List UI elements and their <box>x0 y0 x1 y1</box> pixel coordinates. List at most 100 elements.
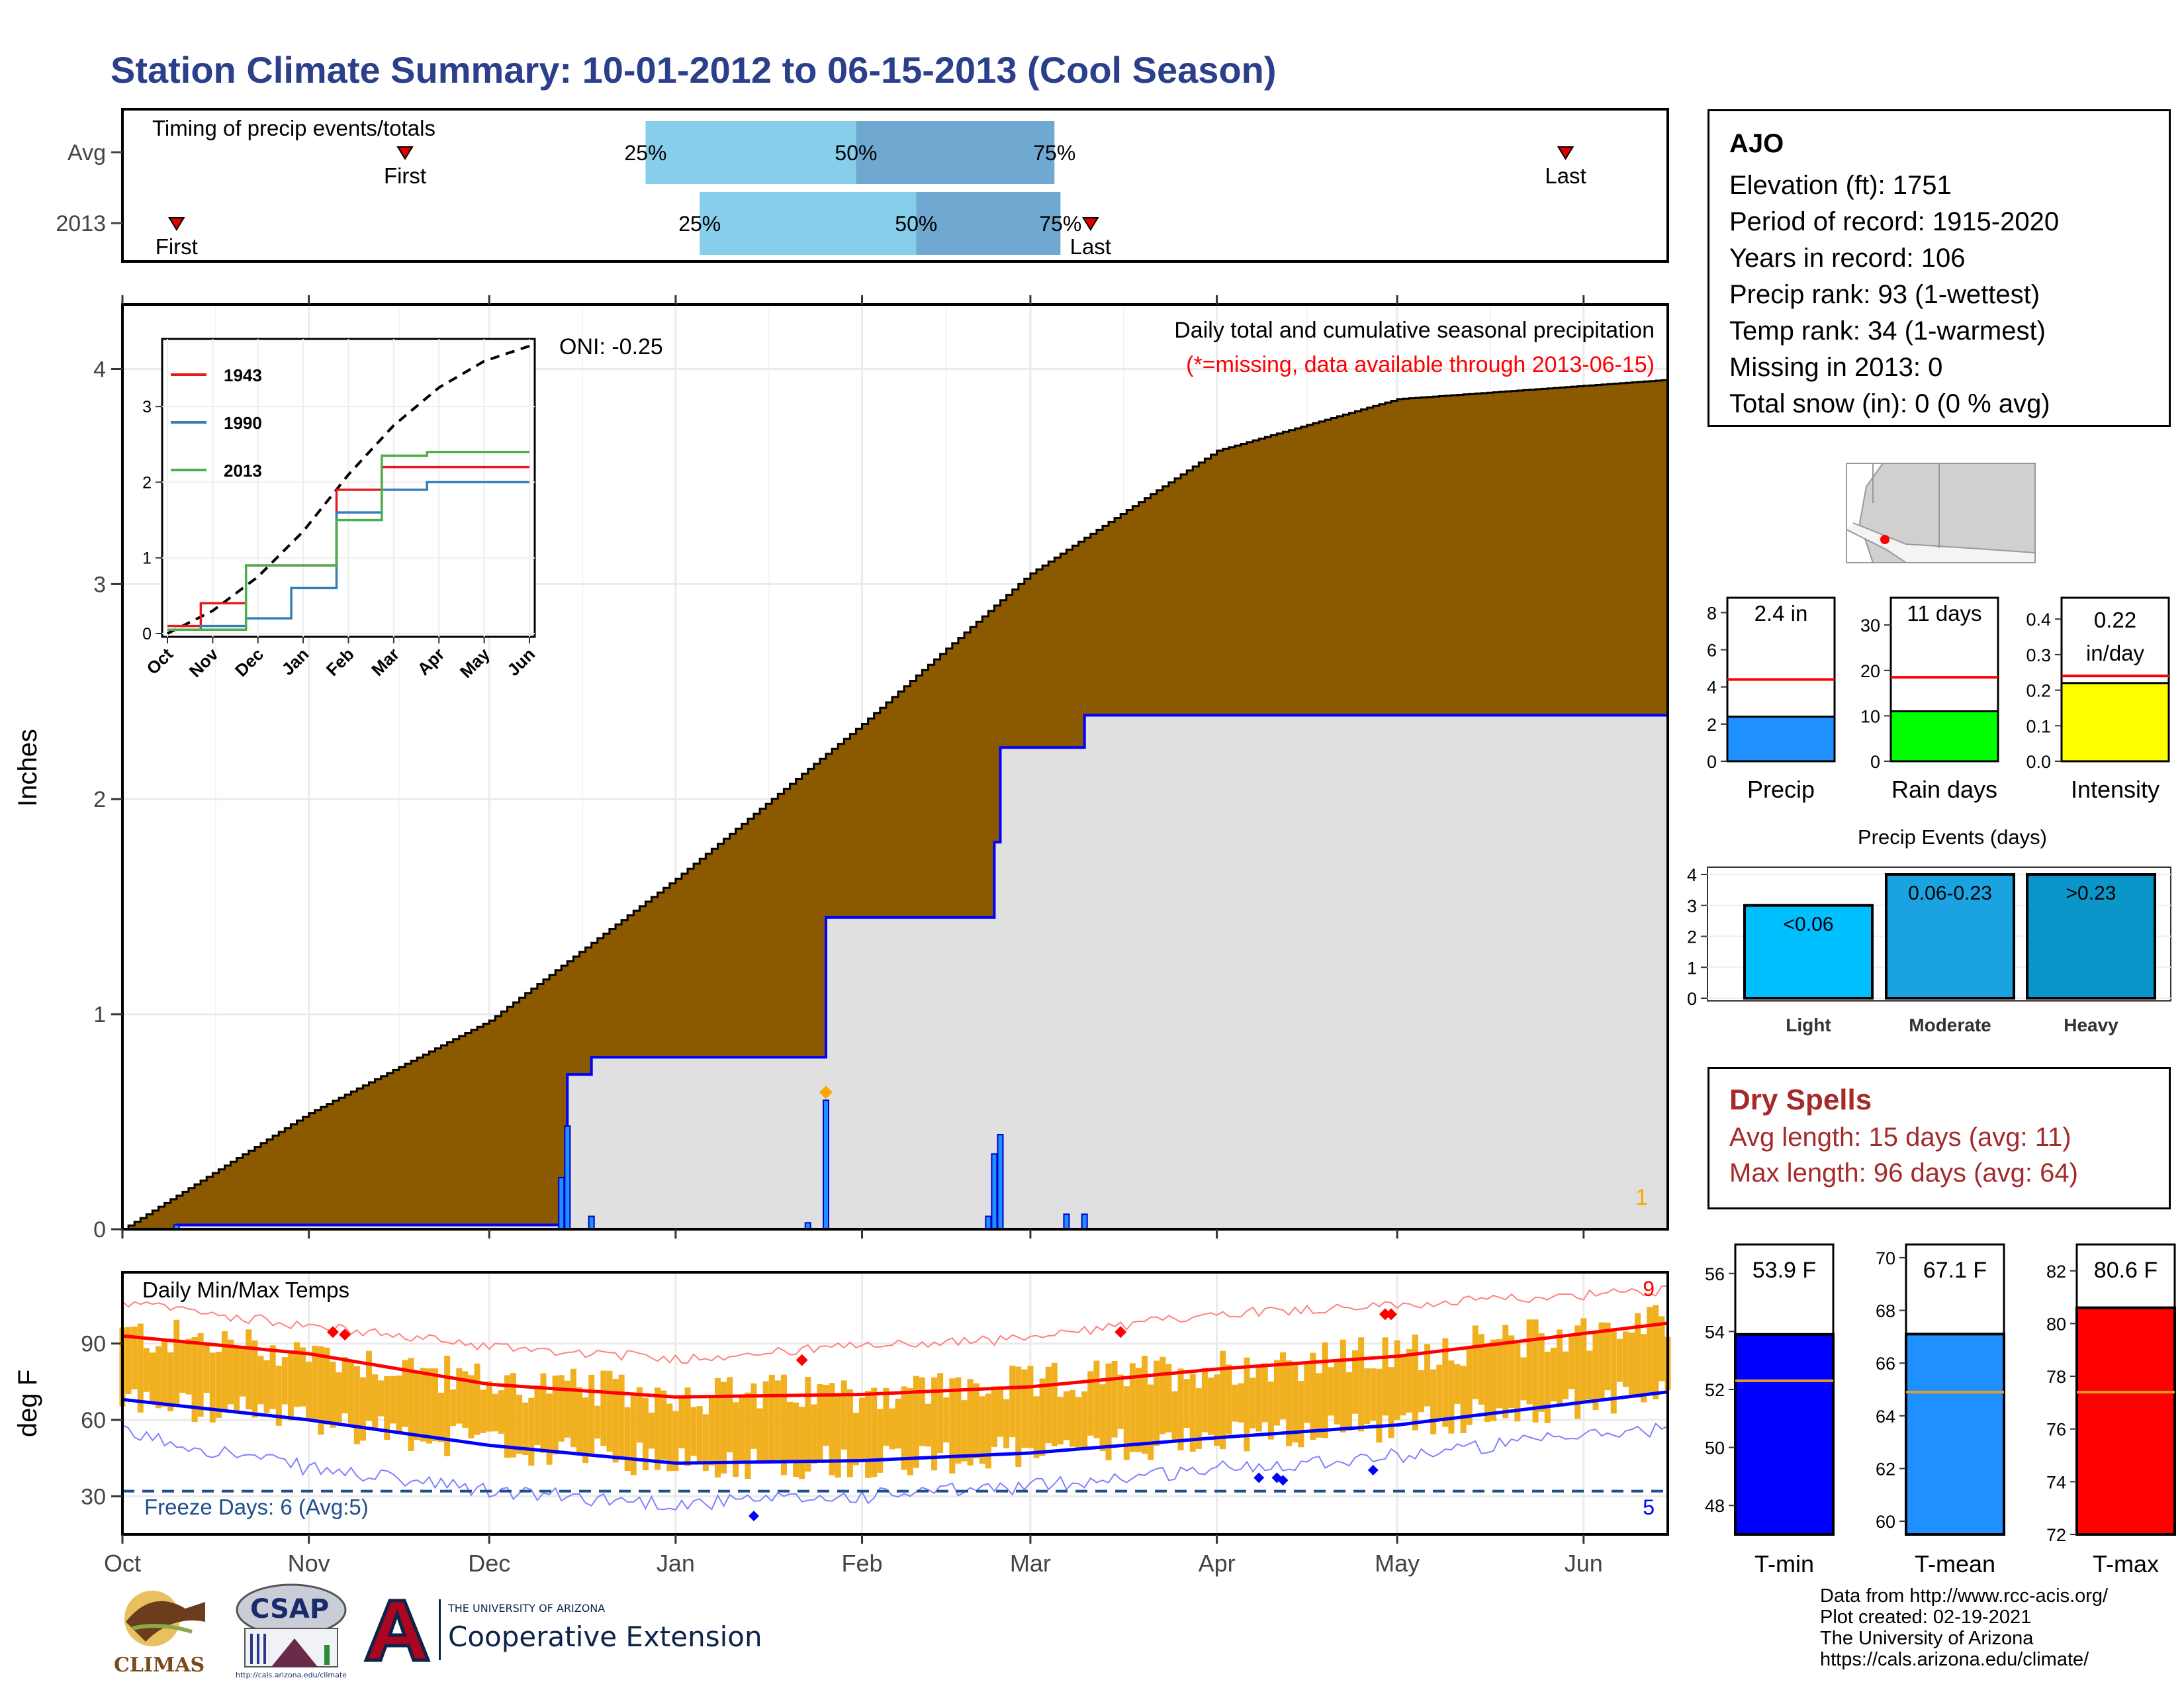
daily-temp-bar <box>1514 1343 1521 1422</box>
daily-temp-bar <box>281 1357 288 1405</box>
daily-temp-bar <box>1340 1339 1346 1432</box>
daily-temp-bar <box>582 1397 589 1464</box>
daily-temp-bar <box>943 1397 950 1443</box>
daily-temp-bar <box>1255 1365 1262 1432</box>
temp-summary-tick-label: 54 <box>1705 1322 1725 1342</box>
missing-data-note: (*=missing, data available through 2013-… <box>1186 352 1655 377</box>
inset-series-line <box>167 481 529 632</box>
season-2013-cumulative-area <box>122 715 1668 1229</box>
locator-map-coast <box>1846 463 1884 563</box>
daily-temp-bar <box>871 1387 878 1477</box>
daily-temp-bar <box>1292 1362 1298 1443</box>
daily-temp-bar <box>257 1356 264 1405</box>
temp-summary-category-label: T-mean <box>1915 1550 1995 1577</box>
daily-temp-bar <box>1563 1351 1569 1399</box>
daily-temp-bar <box>1069 1389 1076 1447</box>
daily-temp-bar <box>618 1374 625 1460</box>
events-y-tick-label: 4 <box>1687 865 1697 885</box>
mini-bar-value-label: 0.22 <box>2094 608 2136 632</box>
daily-temp-bar <box>486 1381 492 1432</box>
daily-temp-bar <box>805 1377 811 1472</box>
daily-temp-bar <box>438 1392 445 1442</box>
daily-temp-bar <box>666 1403 673 1472</box>
temp-x-tick-label: Jun <box>1565 1550 1603 1577</box>
footer-line: The University of Arizona <box>1820 1628 2034 1649</box>
station-snow: Total snow (in): 0 (0 % avg) <box>1729 389 2050 418</box>
daily-temp-bar <box>925 1403 931 1447</box>
daily-temp-bar <box>1267 1382 1274 1440</box>
daily-temp-bar <box>156 1346 162 1409</box>
timing-first-marker <box>167 217 185 231</box>
daily-temp-bar <box>1129 1363 1136 1452</box>
daily-temp-bar <box>516 1394 523 1454</box>
temp-summary-tick-label: 68 <box>1876 1301 1895 1321</box>
csap-logo-graphic <box>236 1583 347 1667</box>
daily-temp-bar <box>684 1387 691 1466</box>
temp-summary-value-label: 67.1 F <box>1923 1258 1987 1283</box>
temp-summary-tick-label: 66 <box>1876 1354 1895 1374</box>
mini-bar-value-label: 2.4 in <box>1754 601 1808 626</box>
events-bar-moderate <box>1885 873 2015 1000</box>
daily-temp-bar <box>191 1336 198 1423</box>
mini-bar-value-label: 11 days <box>1907 601 1981 626</box>
temp-summary-tick-label: 48 <box>1705 1496 1725 1516</box>
daily-temp-bar <box>1135 1368 1142 1452</box>
timing-first-label: First <box>156 234 198 259</box>
daily-temp-bar <box>167 1352 174 1411</box>
daily-temp-bar <box>197 1333 204 1417</box>
mini-bar-tick-label: 0.4 <box>2026 610 2051 630</box>
daily-temp-bar <box>907 1387 913 1476</box>
inset-legend-label: 1943 <box>224 365 262 385</box>
daily-temp-bar <box>1358 1337 1365 1432</box>
daily-temp-bar <box>1039 1378 1046 1456</box>
temp-summary-tick-label: 50 <box>1705 1438 1725 1458</box>
daily-temp-bar <box>727 1377 733 1452</box>
temp-y-tick-label: 60 <box>81 1408 106 1433</box>
climas-logo-text: CLIMAS <box>114 1654 205 1677</box>
daily-temp-bar <box>1207 1378 1214 1435</box>
events-y-tick-label: 3 <box>1687 896 1697 916</box>
oni-label: ONI: -0.25 <box>559 334 663 359</box>
events-bar-range-label: 0.06-0.23 <box>1908 882 1992 904</box>
daily-temp-bar <box>937 1373 944 1454</box>
daily-temp-bar <box>1598 1322 1605 1399</box>
daily-precip-bar <box>985 1215 992 1230</box>
station-period: Period of record: 1915-2020 <box>1729 207 2060 236</box>
temp-summary-value-label: 53.9 F <box>1752 1258 1816 1283</box>
mini-bar-tick-label: 2 <box>1707 715 1717 735</box>
daily-temp-bar <box>221 1331 228 1412</box>
daily-temp-bar <box>137 1323 144 1413</box>
temp-x-tick-label: Dec <box>468 1550 510 1577</box>
daily-temp-bar <box>570 1368 576 1448</box>
inset-y-tick-label: 2 <box>142 473 152 492</box>
daily-temp-bar <box>1003 1399 1010 1448</box>
daily-temp-bar <box>1081 1391 1088 1448</box>
daily-temp-bar <box>895 1398 901 1449</box>
daily-temp-bar <box>1532 1319 1539 1423</box>
daily-temp-bar <box>1298 1381 1304 1448</box>
events-bar-category-label: Light <box>1786 1015 1831 1035</box>
mini-bar-tick-label: 0.0 <box>2026 752 2051 772</box>
station-precip-rank: Precip rank: 93 (1-wettest) <box>1729 280 2040 309</box>
daily-temp-bar <box>1436 1364 1443 1419</box>
daily-temp-bar <box>1273 1360 1280 1426</box>
daily-temp-bar <box>630 1394 637 1476</box>
events-y-tick-label: 2 <box>1687 927 1697 947</box>
mini-bar-tick-label: 10 <box>1860 706 1880 726</box>
daily-precip-bar <box>991 1153 998 1230</box>
mini-bar-tick-label: 4 <box>1707 678 1717 698</box>
daily-temp-bar <box>558 1375 565 1442</box>
daily-temp-bar <box>1628 1333 1635 1396</box>
station-name: AJO <box>1729 129 1784 158</box>
temp-summary-tick-label: 72 <box>2046 1525 2066 1545</box>
daily-temp-bar <box>450 1389 457 1427</box>
timing-25-label: 25% <box>678 212 721 236</box>
daily-temp-bar <box>275 1365 282 1426</box>
daily-temp-bar <box>372 1374 379 1430</box>
temp-summary-tick-label: 82 <box>2046 1262 2066 1282</box>
temp-summary-bar-t-min <box>1734 1333 1835 1536</box>
avg-min-temp-line <box>122 1390 1668 1465</box>
temp-summary-category-label: T-min <box>1754 1550 1814 1577</box>
